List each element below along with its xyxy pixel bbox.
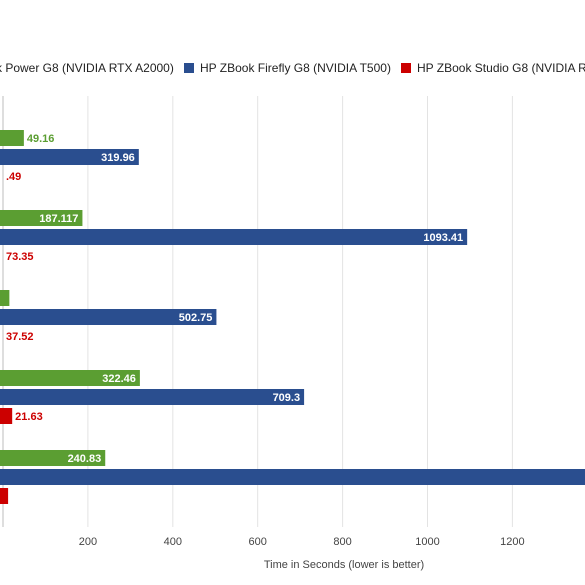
data-label: 502.75 [179, 312, 213, 324]
bar [0, 229, 468, 245]
data-label: 709.3 [273, 392, 301, 404]
legend-swatch [401, 63, 411, 73]
bar [0, 450, 106, 466]
data-label: 240.83 [68, 453, 102, 465]
bar-labels: 49.16 319.96 .49 187.117 1093.41 73.35 502.75 3… [6, 133, 463, 465]
bar [0, 488, 9, 504]
bar [0, 130, 24, 146]
data-label: 322.46 [102, 373, 136, 385]
bar [0, 210, 83, 226]
x-tick-label: 200 [79, 536, 97, 548]
legend-label: k Power G8 (NVIDIA RTX A2000) [0, 61, 174, 75]
data-label: 49.16 [27, 133, 55, 145]
x-tick-label: 600 [249, 536, 267, 548]
legend: k Power G8 (NVIDIA RTX A2000) HP ZBook Fi… [0, 61, 585, 75]
bar [0, 408, 13, 424]
legend-swatch [184, 63, 194, 73]
x-tick-label: 1000 [415, 536, 439, 548]
x-axis-title: Time in Seconds (lower is better) [264, 559, 424, 571]
x-tick-label: 400 [164, 536, 182, 548]
x-tick-label: 800 [333, 536, 351, 548]
x-axis-ticks: 200400600800100012001400 [79, 536, 525, 548]
data-label: .49 [6, 171, 21, 183]
bar [0, 290, 10, 306]
x-tick-label: 1200 [500, 536, 524, 548]
data-label: 1093.41 [423, 232, 463, 244]
data-label: 187.117 [39, 213, 78, 225]
bar [0, 389, 305, 405]
data-label: 37.52 [6, 331, 34, 343]
bar [0, 469, 585, 485]
bar [0, 309, 217, 325]
legend-label: HP ZBook Studio G8 (NVIDIA RTX [417, 61, 585, 75]
data-label: 319.96 [101, 152, 135, 164]
bars [0, 130, 585, 504]
legend-label: HP ZBook Firefly G8 (NVIDIA T500) [200, 61, 391, 75]
data-label: 21.63 [15, 411, 43, 423]
bar [0, 149, 139, 165]
data-label: 73.35 [6, 251, 34, 263]
bar [0, 370, 140, 386]
